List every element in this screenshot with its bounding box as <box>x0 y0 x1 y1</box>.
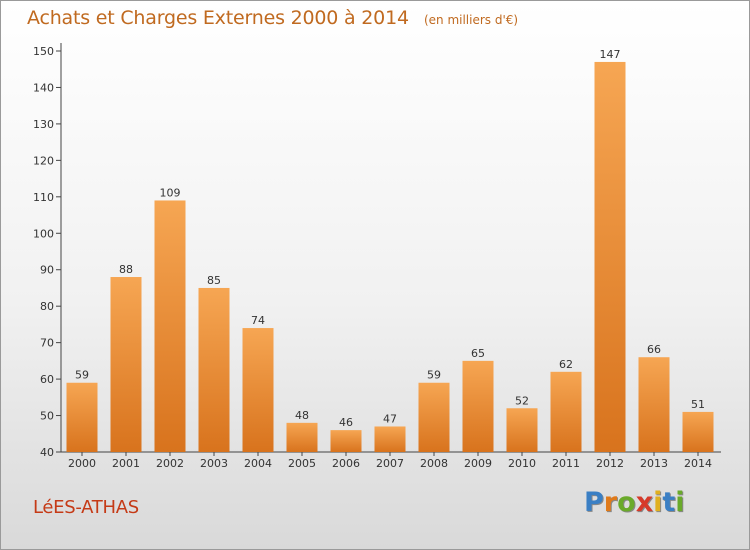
bar <box>198 287 230 452</box>
bar <box>462 360 494 452</box>
bar-value-label: 147 <box>600 48 621 61</box>
y-tick-label: 50 <box>40 410 54 423</box>
y-tick-label: 120 <box>33 154 54 167</box>
y-tick-label: 90 <box>40 264 54 277</box>
x-tick-label: 2001 <box>112 457 140 470</box>
bar <box>66 382 98 452</box>
bar <box>638 357 670 452</box>
brand-letter: i <box>653 487 663 518</box>
bar <box>242 328 274 452</box>
bar <box>506 408 538 452</box>
chart-title: Achats et Charges Externes 2000 à 2014 <box>27 7 409 29</box>
brand-logo: Proxiti <box>584 487 685 518</box>
x-tick-label: 2010 <box>508 457 536 470</box>
bar-value-label: 51 <box>691 398 705 411</box>
x-tick-label: 2005 <box>288 457 316 470</box>
bar-value-label: 48 <box>295 409 309 422</box>
x-tick-label: 2009 <box>464 457 492 470</box>
commune-name: LéES-ATHAS <box>33 497 139 518</box>
bar <box>594 61 626 452</box>
bar-value-label: 59 <box>427 369 441 382</box>
bar <box>286 422 318 452</box>
x-tick-label: 2002 <box>156 457 184 470</box>
bar <box>154 200 186 452</box>
x-tick-label: 2008 <box>420 457 448 470</box>
bar <box>110 277 142 452</box>
bar-value-label: 46 <box>339 416 353 429</box>
x-tick-label: 2011 <box>552 457 580 470</box>
bar <box>682 411 714 452</box>
x-tick-label: 2000 <box>68 457 96 470</box>
bar <box>330 430 362 452</box>
title-row: Achats et Charges Externes 2000 à 2014 (… <box>27 7 518 29</box>
y-tick-label: 80 <box>40 300 54 313</box>
brand-letter: o <box>617 487 636 518</box>
y-tick-label: 130 <box>33 118 54 131</box>
brand-letter: P <box>584 487 604 518</box>
x-tick-label: 2006 <box>332 457 360 470</box>
y-tick-label: 70 <box>40 337 54 350</box>
unit-note: (en milliers d'€) <box>423 13 519 27</box>
bar-value-label: 52 <box>515 394 529 407</box>
x-tick-label: 2004 <box>244 457 272 470</box>
x-tick-label: 2003 <box>200 457 228 470</box>
bar <box>418 382 450 452</box>
bar <box>374 426 406 452</box>
y-tick-label: 150 <box>33 45 54 58</box>
bar-value-label: 88 <box>119 263 133 276</box>
y-tick-label: 140 <box>33 81 54 94</box>
brand-letter: r <box>603 487 618 518</box>
bar-value-label: 85 <box>207 274 221 287</box>
bar-value-label: 65 <box>471 347 485 360</box>
y-tick-label: 40 <box>40 446 54 459</box>
bar-value-label: 47 <box>383 412 397 425</box>
brand-letter: x <box>635 487 654 518</box>
y-tick-label: 60 <box>40 373 54 386</box>
brand-letter: t <box>662 487 676 518</box>
bar <box>550 371 582 452</box>
x-tick-label: 2012 <box>596 457 624 470</box>
y-tick-label: 100 <box>33 227 54 240</box>
bar-value-label: 109 <box>160 186 181 199</box>
bar-value-label: 59 <box>75 369 89 382</box>
x-tick-label: 2007 <box>376 457 404 470</box>
y-tick-label: 110 <box>33 191 54 204</box>
x-tick-label: 2013 <box>640 457 668 470</box>
bar-value-label: 62 <box>559 358 573 371</box>
bar-value-label: 74 <box>251 314 265 327</box>
x-tick-label: 2014 <box>684 457 712 470</box>
brand-letter: i <box>675 487 685 518</box>
bar-value-label: 66 <box>647 343 661 356</box>
